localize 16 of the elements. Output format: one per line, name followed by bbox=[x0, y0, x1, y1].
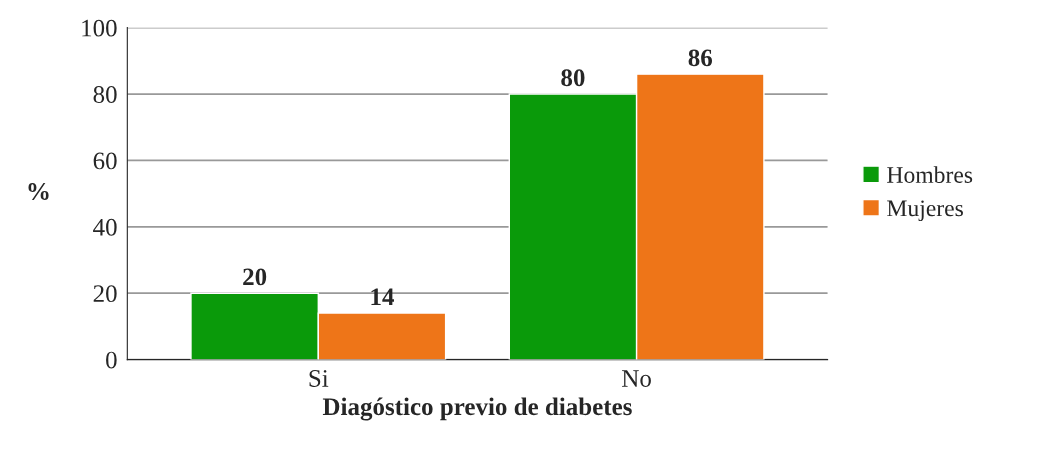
y-tick-label: 100 bbox=[82, 19, 117, 37]
y-tick-label: 0 bbox=[106, 351, 117, 369]
y-tick-label: 80 bbox=[93, 86, 117, 103]
x-tick-label: Si bbox=[309, 370, 329, 387]
y-tick-label: 40 bbox=[93, 218, 117, 236]
data-label: 86 bbox=[688, 49, 713, 67]
y-axis-title: % bbox=[28, 183, 49, 200]
legend-label: Hombres bbox=[887, 166, 973, 183]
y-tick-label: 20 bbox=[93, 285, 117, 303]
data-label: 80 bbox=[561, 69, 585, 87]
data-label: 20 bbox=[243, 268, 267, 286]
data-label: 14 bbox=[371, 288, 394, 306]
legend-label: Mujeres bbox=[887, 200, 963, 222]
x-axis-title: Diagóstico previo de diabetes bbox=[322, 397, 632, 421]
x-tick-label: No bbox=[622, 370, 651, 387]
y-tick-label: 60 bbox=[93, 152, 117, 170]
